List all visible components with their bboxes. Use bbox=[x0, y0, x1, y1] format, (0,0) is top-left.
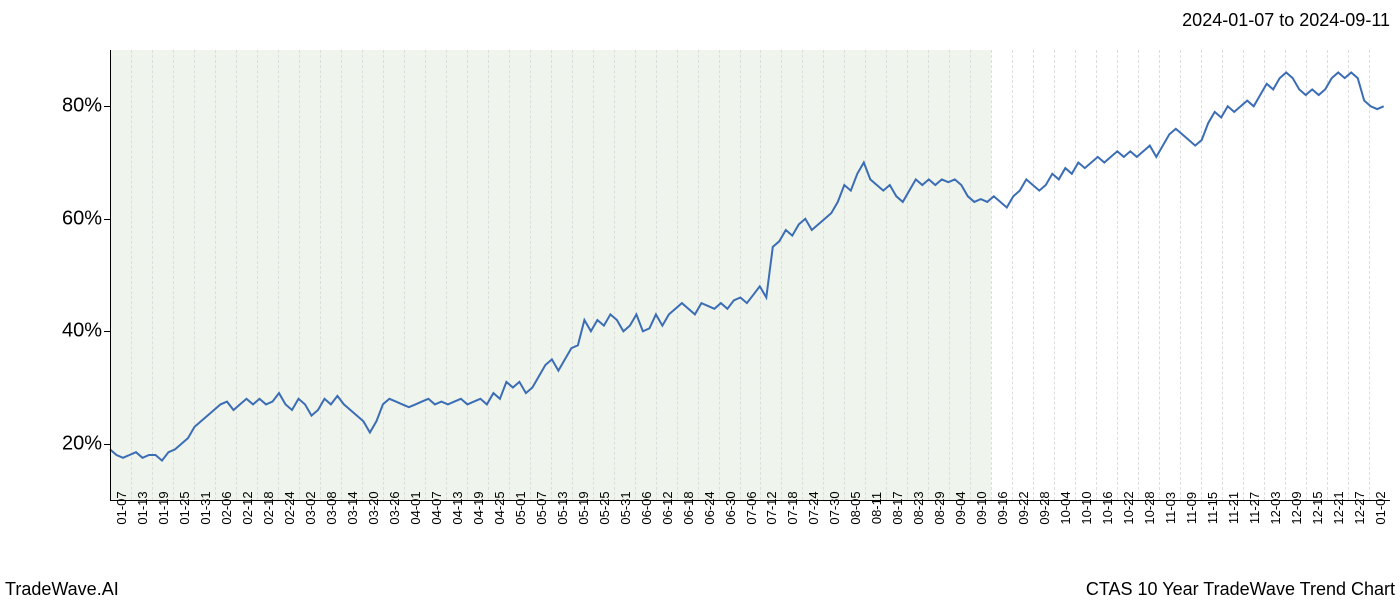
x-tick-label: 07-18 bbox=[785, 491, 800, 524]
x-tick-label: 05-13 bbox=[555, 491, 570, 524]
x-tick-label: 09-28 bbox=[1037, 491, 1052, 524]
x-tick-label: 03-26 bbox=[387, 491, 402, 524]
x-tick-label: 11-27 bbox=[1247, 492, 1262, 524]
x-tick-label: 02-24 bbox=[282, 491, 297, 524]
x-tick-label: 12-15 bbox=[1310, 491, 1325, 524]
x-tick-label: 12-21 bbox=[1331, 491, 1346, 524]
x-tick-label: 04-25 bbox=[492, 491, 507, 524]
x-tick-label: 03-08 bbox=[324, 491, 339, 524]
x-tick-label: 02-12 bbox=[240, 491, 255, 524]
x-tick-label: 05-07 bbox=[534, 491, 549, 524]
x-tick-label: 08-23 bbox=[911, 491, 926, 524]
x-tick-label: 11-21 bbox=[1226, 492, 1241, 524]
line-chart-svg bbox=[110, 50, 1390, 500]
x-tick-label: 09-16 bbox=[995, 491, 1010, 524]
trend-line bbox=[110, 73, 1384, 461]
x-tick-label: 07-24 bbox=[806, 491, 821, 524]
x-tick-label: 12-03 bbox=[1268, 491, 1283, 524]
x-tick-label: 01-19 bbox=[156, 491, 171, 524]
x-tick-label: 07-06 bbox=[744, 491, 759, 524]
x-tick-label: 04-19 bbox=[471, 491, 486, 524]
x-tick-label: 03-14 bbox=[345, 491, 360, 524]
date-range-label: 2024-01-07 to 2024-09-11 bbox=[1182, 10, 1390, 31]
x-tick-label: 06-18 bbox=[681, 491, 696, 524]
x-tick-label: 10-10 bbox=[1079, 491, 1094, 524]
x-tick-label: 04-07 bbox=[429, 491, 444, 524]
x-tick-label: 06-24 bbox=[702, 491, 717, 524]
footer-brand: TradeWave.AI bbox=[5, 579, 119, 600]
y-tick-label: 60% bbox=[62, 207, 102, 230]
x-tick-label: 01-07 bbox=[114, 491, 129, 524]
y-tick-label: 20% bbox=[62, 432, 102, 455]
x-tick-label: 01-31 bbox=[198, 491, 213, 524]
x-tick-label: 01-25 bbox=[177, 491, 192, 524]
y-axis-line bbox=[110, 50, 111, 500]
x-tick-label: 02-18 bbox=[261, 491, 276, 524]
x-tick-label: 06-12 bbox=[660, 491, 675, 524]
x-tick-label: 03-02 bbox=[303, 491, 318, 524]
x-tick-label: 05-25 bbox=[597, 491, 612, 524]
x-tick-label: 08-05 bbox=[848, 491, 863, 524]
x-tick-label: 06-06 bbox=[639, 491, 654, 524]
x-tick-label: 04-01 bbox=[408, 491, 423, 524]
x-tick-label: 09-10 bbox=[974, 491, 989, 524]
x-tick-label: 12-27 bbox=[1352, 491, 1367, 524]
y-tick-label: 80% bbox=[62, 95, 102, 118]
plot-area bbox=[110, 50, 1390, 500]
x-tick-label: 10-04 bbox=[1058, 491, 1073, 524]
x-tick-label: 11-03 bbox=[1163, 492, 1178, 524]
y-tick-label: 40% bbox=[62, 320, 102, 343]
x-axis-line bbox=[110, 500, 1390, 501]
x-tick-label: 12-09 bbox=[1289, 491, 1304, 524]
x-tick-label: 05-19 bbox=[576, 491, 591, 524]
footer-title: CTAS 10 Year TradeWave Trend Chart bbox=[1086, 579, 1395, 600]
x-tick-label: 08-11 bbox=[869, 492, 884, 524]
x-tick-label: 06-30 bbox=[723, 491, 738, 524]
x-tick-label: 10-22 bbox=[1121, 491, 1136, 524]
x-tick-label: 09-22 bbox=[1016, 491, 1031, 524]
x-tick-label: 01-13 bbox=[135, 491, 150, 524]
x-tick-label: 07-12 bbox=[764, 491, 779, 524]
x-tick-label: 11-15 bbox=[1205, 492, 1220, 524]
chart-container: 2024-01-07 to 2024-09-11 20% 40% 60% 80% 01… bbox=[0, 5, 1400, 605]
x-tick-label: 08-17 bbox=[890, 491, 905, 524]
x-tick-label: 10-28 bbox=[1142, 491, 1157, 524]
x-tick-label: 11-09 bbox=[1184, 492, 1199, 524]
x-tick-label: 05-01 bbox=[513, 491, 528, 524]
x-tick-label: 01-02 bbox=[1373, 491, 1388, 524]
x-tick-label: 02-06 bbox=[219, 491, 234, 524]
x-tick-label: 05-31 bbox=[618, 491, 633, 524]
x-tick-label: 08-29 bbox=[932, 491, 947, 524]
x-tick-label: 03-20 bbox=[366, 491, 381, 524]
x-tick-label: 07-30 bbox=[827, 491, 842, 524]
x-tick-label: 09-04 bbox=[953, 491, 968, 524]
x-tick-label: 04-13 bbox=[450, 491, 465, 524]
x-tick-label: 10-16 bbox=[1100, 491, 1115, 524]
